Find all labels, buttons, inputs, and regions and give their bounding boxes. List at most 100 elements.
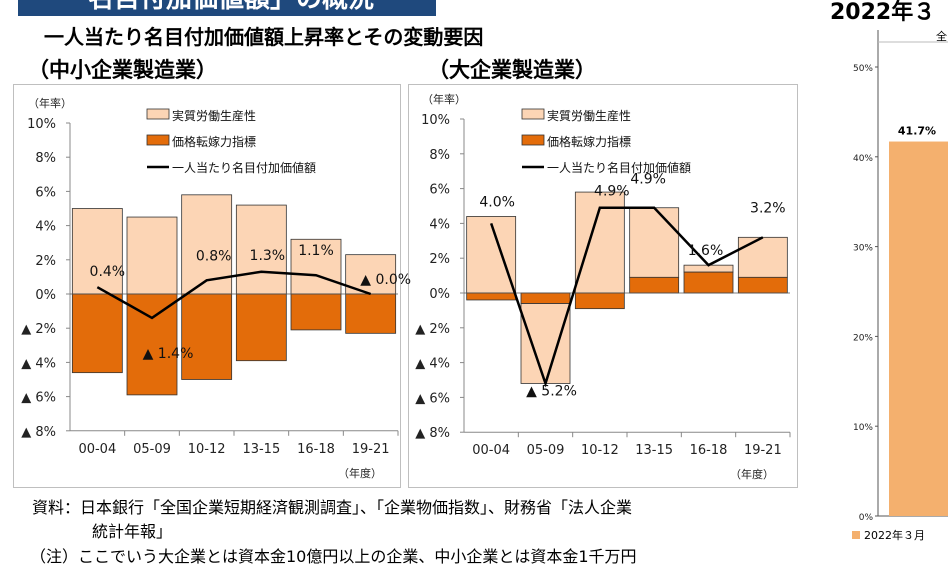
sme-chart-y-tick-label: ▲ 6% xyxy=(21,391,56,406)
large-chart-productivity-bar xyxy=(520,303,571,384)
large-chart-productivity-bar xyxy=(737,236,788,278)
sme-chart-line-data-label: ▲ 1.4% xyxy=(143,346,194,362)
large-chart-line-data-label: 4.9% xyxy=(630,172,666,188)
right-chart-bar xyxy=(889,141,948,516)
large-chart-line-data-label: 4.9% xyxy=(594,184,630,200)
sme-chart-x-tick-label: 00-04 xyxy=(78,442,116,457)
large-chart-y-tick-label: 4% xyxy=(429,217,450,232)
sme-chart-x-tick-label: 16-18 xyxy=(297,442,335,457)
sme-chart-line-data-label: 0.8% xyxy=(196,248,232,264)
large-chart-y-tick-label: ▲ 8% xyxy=(415,426,450,441)
large-chart-y-tick-label: 2% xyxy=(429,252,450,267)
page-title: 一人当たり名目付加価値額上昇率とその変動要因 xyxy=(44,25,484,49)
large-chart-x-tick-label: 00-04 xyxy=(472,443,510,458)
sme-chart-frame xyxy=(13,84,401,488)
large-chart-legend-swatch xyxy=(521,134,545,146)
right-chart-y-tick-label: 10% xyxy=(853,423,873,433)
large-chart-y-tick-label: 8% xyxy=(429,148,450,163)
sme-chart-y-unit-label: （年率） xyxy=(28,96,72,110)
sme-chart-x-tick-label: 19-21 xyxy=(352,442,390,457)
sme-chart-subtitle: （中小企業製造業） xyxy=(28,58,217,82)
large-chart-line-data-label: 1.6% xyxy=(688,243,724,259)
right-chart-y-tick-label: 30% xyxy=(853,244,873,254)
large-chart-x-tick-label: 10-12 xyxy=(581,443,619,458)
sme-chart-legend-label: 一人当たり名目付加価値額 xyxy=(172,160,316,175)
sme-chart-line-data-label: 1.1% xyxy=(298,243,334,259)
sme-chart-x-tick-label: 05-09 xyxy=(133,442,171,457)
large-chart-y-tick-label: ▲ 2% xyxy=(415,322,450,337)
large-chart-line-data-label: 4.0% xyxy=(479,194,515,210)
right-chart-bar-label: 41.7% xyxy=(898,125,936,138)
large-chart-price-pass-through-bar xyxy=(737,276,788,294)
sme-chart-productivity-bar xyxy=(126,216,178,295)
large-chart-y-tick-label: 6% xyxy=(429,183,450,198)
right-chart-title: 2022年３ xyxy=(830,0,936,25)
large-chart-price-pass-through-bar xyxy=(683,271,734,294)
sme-chart-price-pass-through-bar xyxy=(345,293,397,334)
large-chart-price-pass-through-bar xyxy=(574,292,625,310)
right-chart-y-tick-label: 50% xyxy=(853,64,873,74)
sme-chart-productivity-bar xyxy=(290,238,342,295)
large-chart-x-tick-label: 19-21 xyxy=(744,443,782,458)
sme-chart-value-added-line xyxy=(96,270,372,320)
right-chart-header: 全 xyxy=(936,29,947,43)
right-chart-y-tick-label: 20% xyxy=(853,333,873,343)
large-chart-x-unit-label: （年度） xyxy=(730,467,774,481)
right-chart-legend-label: 2022年３月 xyxy=(864,528,925,542)
sme-chart-y-tick-label: 4% xyxy=(35,220,56,235)
right-chart-y-tick-label: 0% xyxy=(859,513,874,523)
sme-chart-line-data-label: ▲ 0.0% xyxy=(360,272,411,288)
sme-chart-y-tick-label: 8% xyxy=(35,151,56,166)
large-chart-y-tick-label: ▲ 6% xyxy=(415,391,450,406)
sme-chart-x-tick-label: 13-15 xyxy=(242,442,280,457)
sme-chart-y-tick-label: 0% xyxy=(35,288,56,303)
sme-chart-y-tick-label: 10% xyxy=(27,117,56,132)
large-chart-productivity-bar xyxy=(629,207,680,278)
sme-chart-legend-label: 実質労働生産性 xyxy=(172,108,256,123)
sme-chart-y-tick-label: 2% xyxy=(35,254,56,269)
sme-chart-price-pass-through-bar xyxy=(235,293,287,362)
right-chart-y-tick-label: 40% xyxy=(853,154,873,164)
large-chart-y-tick-label: 0% xyxy=(429,287,450,302)
large-chart-price-pass-through-bar xyxy=(520,292,571,304)
large-chart-subtitle: （大企業製造業） xyxy=(428,58,596,82)
sme-chart-x-unit-label: （年度） xyxy=(338,466,382,480)
large-chart-line-data-label: 3.2% xyxy=(750,200,786,216)
sme-chart-price-pass-through-bar xyxy=(71,293,123,374)
sme-chart-legend-swatch xyxy=(146,134,170,146)
sme-chart-productivity-bar xyxy=(71,208,123,295)
large-chart-y-tick-label: 10% xyxy=(421,113,450,128)
sme-chart-line-data-label: 0.4% xyxy=(90,264,126,280)
sme-chart-price-pass-through-bar xyxy=(126,293,178,396)
large-chart-price-pass-through-bar xyxy=(466,292,517,301)
large-chart-legend-swatch xyxy=(521,108,545,120)
banner-title: 名目付加価値額」の概況 xyxy=(88,0,374,15)
large-chart-x-tick-label: 05-09 xyxy=(527,443,565,458)
sme-chart-y-tick-label: ▲ 2% xyxy=(21,322,56,337)
large-chart-productivity-bar xyxy=(466,216,517,294)
source-note-line2: 統計年報」 xyxy=(92,522,173,541)
sme-chart-price-pass-through-bar xyxy=(181,293,233,380)
large-chart-line-data-label: ▲ 5.2% xyxy=(526,383,577,399)
sme-chart-legend-label: 価格転嫁力指標 xyxy=(172,134,256,149)
large-chart-frame xyxy=(408,84,798,488)
right-chart-legend-swatch xyxy=(852,531,860,539)
sme-chart-x-tick-label: 10-12 xyxy=(188,442,226,457)
source-note-line1: 資料：日本銀行「全国企業短期経済観測調査」、「企業物価指数」、財務省「法人企業 xyxy=(32,498,633,517)
definition-note: （注）ここでいう大企業とは資本金10億円以上の企業、中小企業とは資本金1千万円 xyxy=(30,547,637,566)
large-chart-x-tick-label: 13-15 xyxy=(635,443,673,458)
large-chart-price-pass-through-bar xyxy=(629,276,680,294)
section-banner: 名目付加価値額」の概況 xyxy=(18,0,436,16)
sme-chart-y-tick-label: 6% xyxy=(35,185,56,200)
large-chart-y-unit-label: （年率） xyxy=(422,92,466,106)
large-chart-legend-label: 一人当たり名目付加価値額 xyxy=(547,160,691,175)
large-chart-value-added-line xyxy=(489,206,764,388)
sme-chart-line-data-label: 1.3% xyxy=(250,248,286,264)
large-chart-x-tick-label: 16-18 xyxy=(690,443,728,458)
sme-chart-legend-swatch xyxy=(146,108,170,120)
sme-chart-y-tick-label: ▲ 8% xyxy=(21,425,56,440)
large-chart-y-tick-label: ▲ 4% xyxy=(415,357,450,372)
sme-chart-y-tick-label: ▲ 4% xyxy=(21,356,56,371)
large-chart-legend-label: 価格転嫁力指標 xyxy=(547,134,631,149)
